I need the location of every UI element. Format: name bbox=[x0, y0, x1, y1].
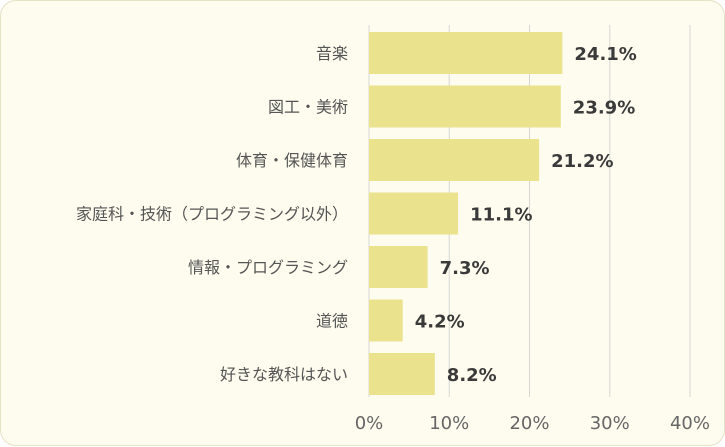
value-labels: 24.1% 23.9% 21.2% 11.1% 7.3% 4.2% 8.2% bbox=[415, 44, 637, 386]
x-axis-ticks: 0% 10% 20% 30% 40% bbox=[355, 413, 710, 434]
value-label: 4.2% bbox=[415, 312, 465, 333]
bar bbox=[369, 139, 540, 181]
x-tick-label: 10% bbox=[429, 413, 469, 434]
category-label: 家庭科・技術（プログラミング以外） bbox=[76, 205, 348, 224]
category-label: 図工・美術 bbox=[268, 98, 348, 117]
x-tick-label: 0% bbox=[355, 413, 384, 434]
category-label: 道徳 bbox=[316, 312, 348, 331]
x-tick-label: 20% bbox=[509, 413, 549, 434]
value-label: 23.9% bbox=[573, 98, 635, 119]
category-label: 音楽 bbox=[316, 44, 348, 63]
value-label: 7.3% bbox=[440, 258, 490, 279]
bar bbox=[369, 299, 403, 342]
bar bbox=[369, 32, 563, 74]
bars bbox=[369, 32, 563, 395]
bar bbox=[369, 246, 428, 288]
value-label: 24.1% bbox=[574, 44, 636, 65]
category-label: 好きな教科はない bbox=[220, 365, 348, 384]
bar bbox=[369, 192, 459, 235]
bar bbox=[369, 85, 561, 128]
x-tick-label: 40% bbox=[670, 413, 710, 434]
bar bbox=[369, 353, 435, 395]
category-label: 体育・保健体育 bbox=[236, 151, 348, 170]
value-label: 11.1% bbox=[470, 205, 532, 226]
category-label: 情報・プログラミング bbox=[188, 258, 348, 277]
value-label: 8.2% bbox=[447, 365, 497, 386]
x-tick-label: 30% bbox=[590, 413, 630, 434]
value-label: 21.2% bbox=[551, 151, 613, 172]
